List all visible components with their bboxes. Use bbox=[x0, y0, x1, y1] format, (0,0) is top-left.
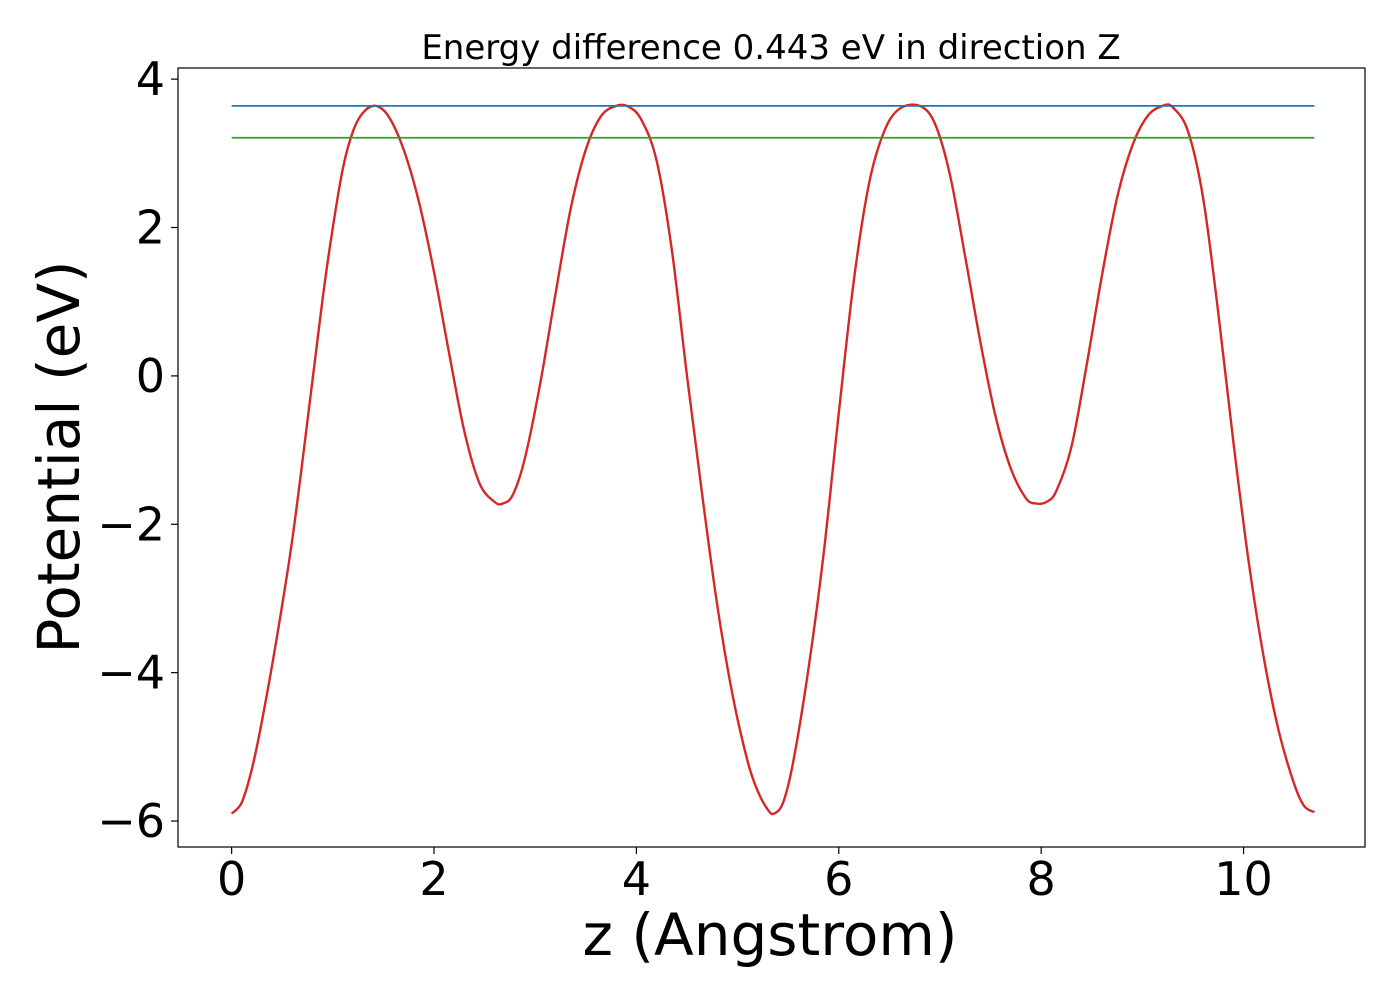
x-axis-ticks: 0 2 4 6 8 10 bbox=[217, 847, 1273, 906]
x-tick-label: 8 bbox=[1027, 852, 1056, 906]
y-tick-label: −6 bbox=[97, 794, 165, 848]
x-tick-label: 2 bbox=[419, 852, 448, 906]
series-layer bbox=[230, 103, 1316, 816]
y-tick-label: 4 bbox=[136, 52, 165, 106]
plot-area-frame bbox=[177, 67, 1366, 848]
y-axis-label: Potential (eV) bbox=[25, 260, 93, 653]
x-axis-label: z (Angstrom) bbox=[583, 901, 958, 969]
x-tick-label: 6 bbox=[824, 852, 853, 906]
x-tick-label: 0 bbox=[217, 852, 246, 906]
x-tick-label: 10 bbox=[1214, 852, 1273, 906]
series-line-0 bbox=[230, 103, 1316, 816]
y-tick-label: 2 bbox=[136, 201, 165, 255]
y-tick-label: −4 bbox=[97, 646, 165, 700]
chart-title: Energy difference 0.443 eV in direction … bbox=[421, 28, 1120, 68]
y-tick-label: −2 bbox=[97, 497, 165, 551]
x-tick-label: 4 bbox=[622, 852, 651, 906]
y-axis-ticks: −6 −4 −2 0 2 4 bbox=[97, 52, 178, 848]
y-tick-label: 0 bbox=[136, 349, 165, 403]
